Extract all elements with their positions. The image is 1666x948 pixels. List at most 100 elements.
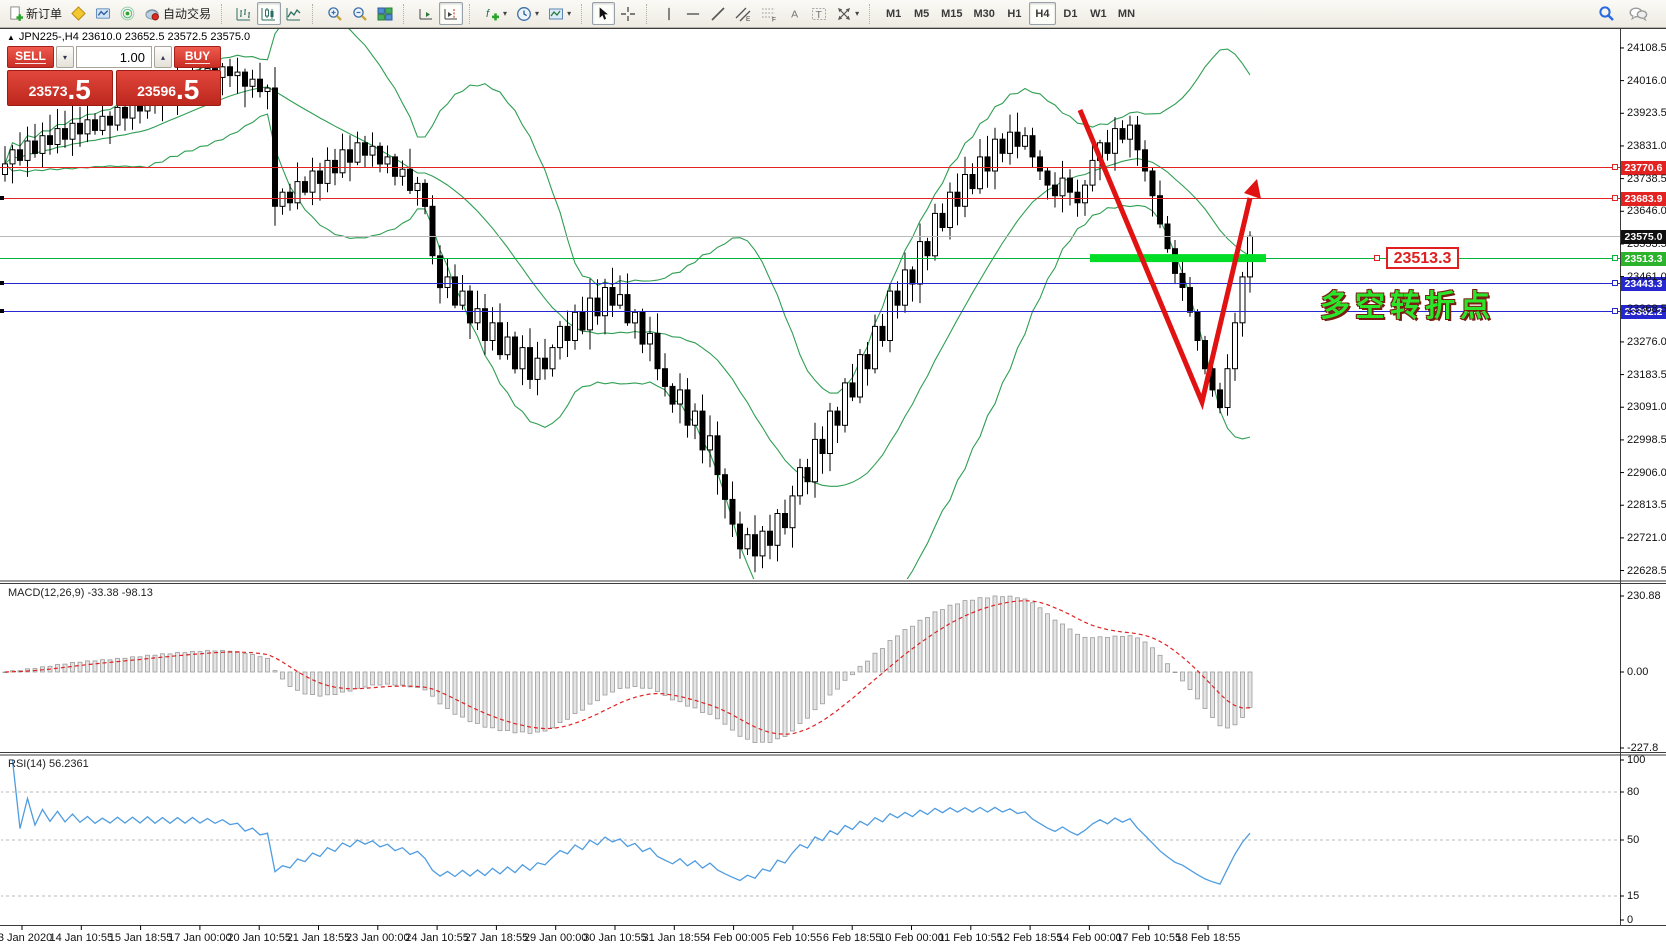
volume-increase-button[interactable]: ▴ [154,46,172,68]
rsi-tick-100: 100 [1627,754,1646,766]
crosshair-button[interactable] [616,2,640,25]
buy-button[interactable]: BUY [174,46,221,68]
line-anchor[interactable] [1612,308,1618,314]
line-handle[interactable] [0,281,4,285]
level-lines [0,164,1620,314]
horizontal-line-button[interactable] [681,2,705,25]
arrows-button[interactable]: ▾ [832,2,863,25]
timeframe-m1-button[interactable]: M1 [880,2,907,25]
toolbar-separator [646,3,652,24]
zoom-in-button[interactable] [323,2,347,25]
trendline-icon [710,6,726,22]
toolbar-separator [869,3,875,24]
spin-up-icon: ▴ [160,52,165,62]
templates-button[interactable]: ▾ [544,2,575,25]
market-watch-button[interactable] [67,2,90,25]
macd-histogram [2,595,1253,743]
line-anchor[interactable] [1612,195,1618,201]
fibonacci-button[interactable]: F [757,2,782,25]
indicators-button[interactable]: f ▾ [480,2,511,25]
price-annotation-label[interactable]: 23513.3 [1386,247,1459,269]
sell-button[interactable]: SELL [7,46,54,68]
chat-button[interactable] [1625,2,1652,25]
volume-input[interactable]: 1.00 [76,46,152,68]
trend-arrow[interactable] [1077,109,1261,411]
line-chart-button[interactable] [282,2,306,25]
text-button[interactable]: A [783,2,806,25]
timeframe-d1-button[interactable]: D1 [1057,2,1084,25]
tile-windows-button[interactable] [373,2,397,25]
auto-trading-button[interactable]: 自动交易 [140,2,215,25]
svg-text:F: F [772,16,776,22]
new-order-button[interactable]: 新订单 [4,2,66,25]
chart-shift-icon [443,6,459,22]
volume-decrease-button[interactable]: ▾ [56,46,74,68]
auto-scroll-button[interactable] [414,2,438,25]
zoom-out-button[interactable] [348,2,372,25]
equidistant-channel-button[interactable]: E [731,2,756,25]
text-label-icon: T [811,6,827,22]
level-badge-23683.9: 23683.9 [1621,191,1666,206]
periods-button[interactable]: ▾ [512,2,543,25]
spin-down-icon: ▾ [62,52,67,62]
time-tick-17: 12 Feb 18:55 [997,932,1063,944]
candlestick-chart-button[interactable] [257,2,282,25]
line-anchor[interactable] [1612,255,1618,261]
zoom-in-icon [327,6,343,22]
vertical-line-button[interactable] [657,2,680,25]
timeframe-m30-button[interactable]: M30 [969,2,1000,25]
timeframe-mn-button[interactable]: MN [1113,2,1140,25]
price-tick-22628.5: 22628.5 [1627,564,1666,577]
bollinger-lower [4,113,1251,579]
timeframe-w1-button[interactable]: W1 [1085,2,1112,25]
price-tick-23276.0: 23276.0 [1627,335,1666,348]
rsi-panel [1,759,1619,897]
turning-zone-bar[interactable] [1090,254,1266,263]
level-badge-23513.3: 23513.3 [1621,251,1666,266]
timeframe-h4-button[interactable]: H4 [1028,2,1056,25]
search-button[interactable] [1594,2,1619,25]
price-tick-24016.0: 24016.0 [1627,74,1666,87]
time-tick-18: 14 Feb 00:00 [1056,932,1122,944]
bar-chart-button[interactable] [232,2,256,25]
svg-text:T: T [816,9,823,21]
expand-triangle-icon[interactable]: ▲ [7,32,15,42]
trendline-button[interactable] [706,2,730,25]
time-tick-10: 30 Jan 10:55 [583,932,647,944]
macd-tick-0.00: 0.00 [1627,666,1649,678]
tile-windows-icon [377,6,393,22]
line-anchor[interactable] [1612,280,1618,286]
symbol-ohlc-text: JPN225-,H4 23610.0 23652.5 23572.5 23575… [18,31,251,43]
rsi-tick-80: 80 [1627,786,1640,798]
price-tick-23923.5: 23923.5 [1627,107,1666,120]
timeframe-group: M1 M5 M15 M30 H1 H4 D1 W1 MN [880,2,1140,25]
chart-ohlc-header[interactable]: ▲ JPN225-,H4 23610.0 23652.5 23572.5 235… [7,31,250,43]
turning-point-annotation[interactable]: 多空转折点 [1320,290,1495,323]
time-tick-0: 13 Jan 2020 [0,932,53,944]
arrows-icon [836,6,852,22]
timeframe-m15-button[interactable]: M15 [936,2,967,25]
buy-price-box[interactable]: 23596.5 [115,70,221,106]
profiles-button[interactable] [91,2,115,25]
timeframe-h1-button[interactable]: H1 [1001,2,1028,25]
chart-shift-button[interactable] [439,2,464,25]
signals-icon [120,6,135,21]
candles [2,56,1253,573]
text-label-button[interactable]: T [807,2,831,25]
cursor-button[interactable] [592,2,616,25]
buy-price-main: 23596 [137,83,177,99]
line-anchor[interactable] [1612,164,1618,170]
price-annotation-handle[interactable] [1374,255,1380,261]
sell-price-main: 23573 [28,83,68,99]
line-handle[interactable] [0,309,4,313]
line-handle[interactable] [0,196,4,200]
macd-tick--227.8: -227.8 [1627,742,1659,754]
svg-text:A: A [791,8,798,20]
periods-clock-icon [516,6,532,22]
timeframe-m5-button[interactable]: M5 [908,2,935,25]
signals-button[interactable] [116,2,139,25]
sell-price-box[interactable]: 23573.5 [7,70,113,106]
time-tick-3: 17 Jan 00:00 [168,932,232,944]
